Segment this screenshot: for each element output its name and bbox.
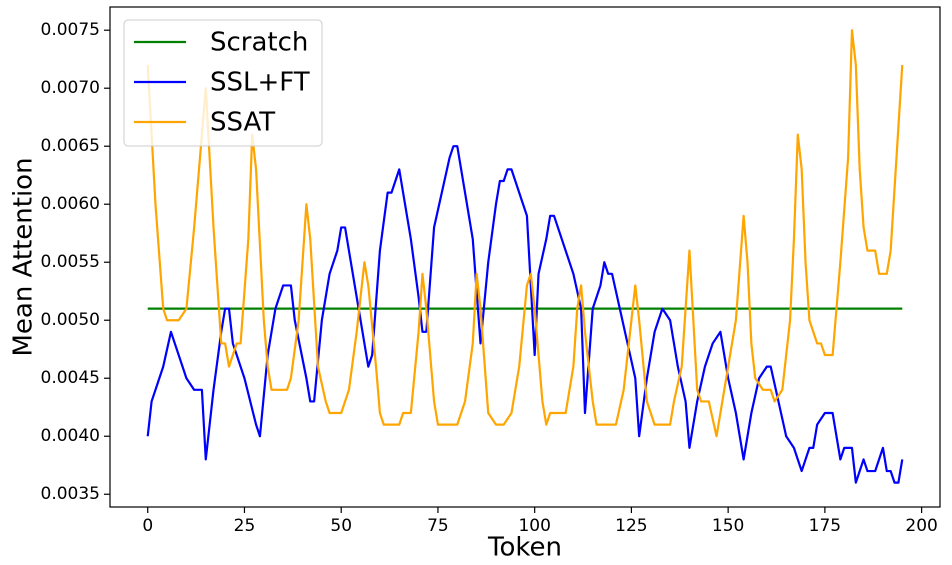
x-tick-label: 75	[427, 516, 449, 536]
x-tick-label: 150	[712, 516, 744, 536]
legend: Scratch SSL+FT SSAT	[123, 19, 323, 147]
legend-label: SSAT	[210, 108, 275, 138]
x-axis-label: Token	[487, 533, 562, 563]
legend-label: Scratch	[210, 28, 308, 58]
x-tick-label: 25	[234, 516, 256, 536]
series-line	[146, 29, 904, 438]
x-tick-label: 200	[905, 516, 937, 536]
y-tick-label: 0.0055	[41, 252, 100, 272]
legend-box	[123, 19, 323, 147]
y-tick-label: 0.0075	[41, 20, 100, 40]
x-tick-label: 50	[330, 516, 352, 536]
y-tick-label: 0.0070	[41, 78, 100, 98]
y-tick-label: 0.0065	[41, 136, 100, 156]
y-tick-label: 0.0040	[41, 426, 100, 446]
y-tick-label: 0.0060	[41, 194, 100, 214]
legend-label: SSL+FT	[210, 68, 310, 98]
series-line	[146, 145, 904, 484]
x-tick-label: 175	[809, 516, 841, 536]
y-tick-label: 0.0045	[41, 368, 100, 388]
x-tick-label: 0	[142, 516, 153, 536]
y-tick-label: 0.0035	[41, 484, 100, 504]
y-axis-label: Mean Attention	[9, 157, 39, 356]
plot-frame	[109, 6, 941, 508]
x-tick-label: 100	[518, 516, 550, 536]
x-tick-label: 125	[615, 516, 647, 536]
y-tick-label: 0.0050	[41, 310, 100, 330]
